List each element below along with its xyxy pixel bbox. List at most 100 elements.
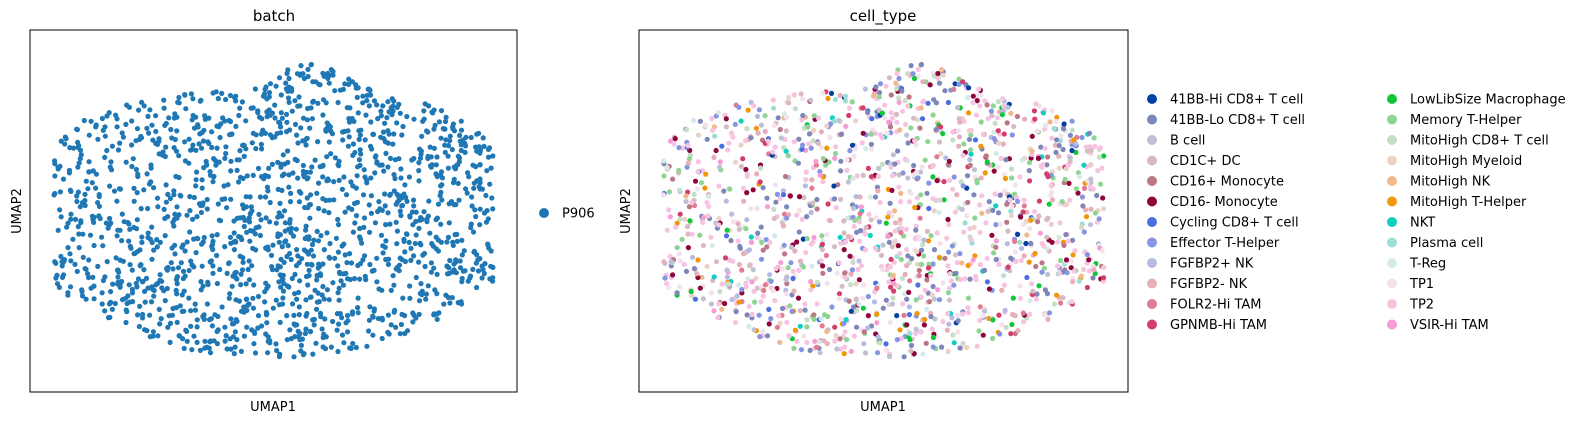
scatter-point [307, 169, 313, 175]
scatter-point [297, 331, 303, 337]
scatter-point [243, 281, 249, 287]
scatter-point [1099, 165, 1105, 171]
scatter-point [371, 98, 378, 104]
scatter-point [898, 199, 904, 205]
scatter-point [768, 278, 774, 284]
scatter-point [247, 194, 253, 200]
scatter-point [320, 334, 326, 341]
scatter-point [106, 110, 112, 116]
scatter-point [296, 199, 302, 205]
scatter-point [705, 213, 711, 219]
scatter-point [314, 228, 320, 234]
scatter-point [296, 304, 302, 310]
scatter-point [358, 127, 364, 133]
scatter-point [919, 116, 926, 122]
scatter-point [398, 321, 404, 328]
scatter-point [947, 271, 953, 277]
scatter-point [320, 97, 327, 103]
scatter-point [838, 346, 844, 352]
scatter-point [205, 279, 211, 285]
scatter-point [740, 156, 746, 162]
scatter-point [952, 81, 958, 87]
scatter-point [900, 170, 906, 176]
scatter-point [717, 164, 723, 170]
scatter-point [955, 128, 961, 134]
scatter-point [848, 271, 854, 277]
scatter-point [712, 133, 718, 139]
legend-marker [1147, 94, 1157, 104]
scatter-point [865, 165, 872, 171]
scatter-point [362, 273, 368, 279]
scatter-point [849, 267, 856, 273]
scatter-point [182, 92, 188, 98]
scatter-point [854, 307, 860, 313]
scatter-point [93, 171, 99, 177]
scatter-point [176, 94, 182, 101]
scatter-point [882, 102, 888, 108]
scatter-point [72, 216, 79, 222]
scatter-point [194, 339, 200, 345]
scatter-point [884, 347, 890, 354]
scatter-point [754, 171, 760, 177]
scatter-point [829, 304, 835, 310]
scatter-point [876, 107, 882, 113]
scatter-point [784, 215, 790, 221]
scatter-point [390, 103, 396, 109]
scatter-point [187, 208, 193, 214]
scatter-point [970, 100, 976, 106]
scatter-point [1088, 206, 1094, 212]
scatter-point [993, 238, 1000, 244]
scatter-point [886, 210, 892, 216]
scatter-point [320, 174, 326, 180]
scatter-point [68, 258, 74, 264]
scatter-point [189, 347, 195, 353]
scatter-point [370, 313, 376, 319]
scatter-point [804, 214, 810, 220]
scatter-point [796, 208, 803, 214]
scatter-point [158, 316, 164, 322]
scatter-point [967, 157, 973, 163]
scatter-point [290, 301, 296, 307]
scatter-point [1043, 122, 1049, 128]
scatter-point [424, 219, 430, 225]
scatter-point [935, 70, 941, 77]
scatter-point [74, 198, 80, 205]
scatter-point [355, 305, 361, 311]
scatter-point [748, 239, 755, 245]
scatter-point [474, 252, 480, 258]
scatter-point [416, 160, 422, 166]
scatter-point [99, 290, 105, 296]
scatter-point [186, 267, 192, 274]
scatter-point [1000, 141, 1006, 147]
scatter-point [300, 71, 306, 77]
scatter-point [360, 93, 366, 99]
scatter-point [925, 100, 931, 106]
scatter-point [984, 279, 991, 285]
scatter-point [677, 284, 683, 290]
scatter-point [383, 238, 389, 244]
scatter-point [257, 232, 263, 239]
scatter-point [954, 192, 960, 198]
scatter-point [913, 223, 919, 229]
legend-marker [1147, 299, 1157, 309]
scatter-point [762, 282, 769, 288]
scatter-point [391, 188, 397, 194]
scatter-point [91, 296, 97, 302]
scatter-point [913, 330, 919, 337]
scatter-point [123, 121, 129, 127]
scatter-point [177, 303, 183, 309]
scatter-point [102, 154, 108, 160]
scatter-point [967, 225, 973, 232]
scatter-point [783, 148, 789, 154]
scatter-point [894, 119, 900, 125]
scatter-point [791, 92, 797, 98]
scatter-point [295, 103, 301, 109]
scatter-point [916, 234, 922, 240]
scatter-point [978, 119, 984, 125]
scatter-point [1031, 108, 1037, 114]
scatter-point [730, 258, 736, 264]
scatter-point [1021, 197, 1027, 203]
scatter-point [965, 94, 971, 100]
scatter-point [323, 127, 329, 133]
scatter-point [280, 288, 287, 294]
